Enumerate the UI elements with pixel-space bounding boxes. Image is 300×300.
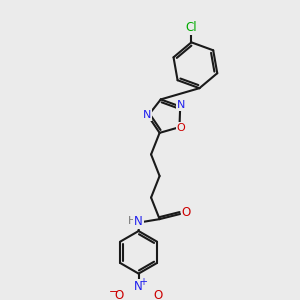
Text: N: N xyxy=(177,100,185,110)
Text: N: N xyxy=(134,215,143,228)
Text: +: + xyxy=(139,277,147,287)
Text: O: O xyxy=(154,289,163,300)
Text: −: − xyxy=(108,287,118,297)
Text: O: O xyxy=(182,206,191,219)
Text: Cl: Cl xyxy=(185,21,197,34)
Text: N: N xyxy=(134,280,143,293)
Text: H: H xyxy=(128,216,136,226)
Text: O: O xyxy=(177,123,185,133)
Text: O: O xyxy=(114,289,123,300)
Text: N: N xyxy=(143,110,151,120)
